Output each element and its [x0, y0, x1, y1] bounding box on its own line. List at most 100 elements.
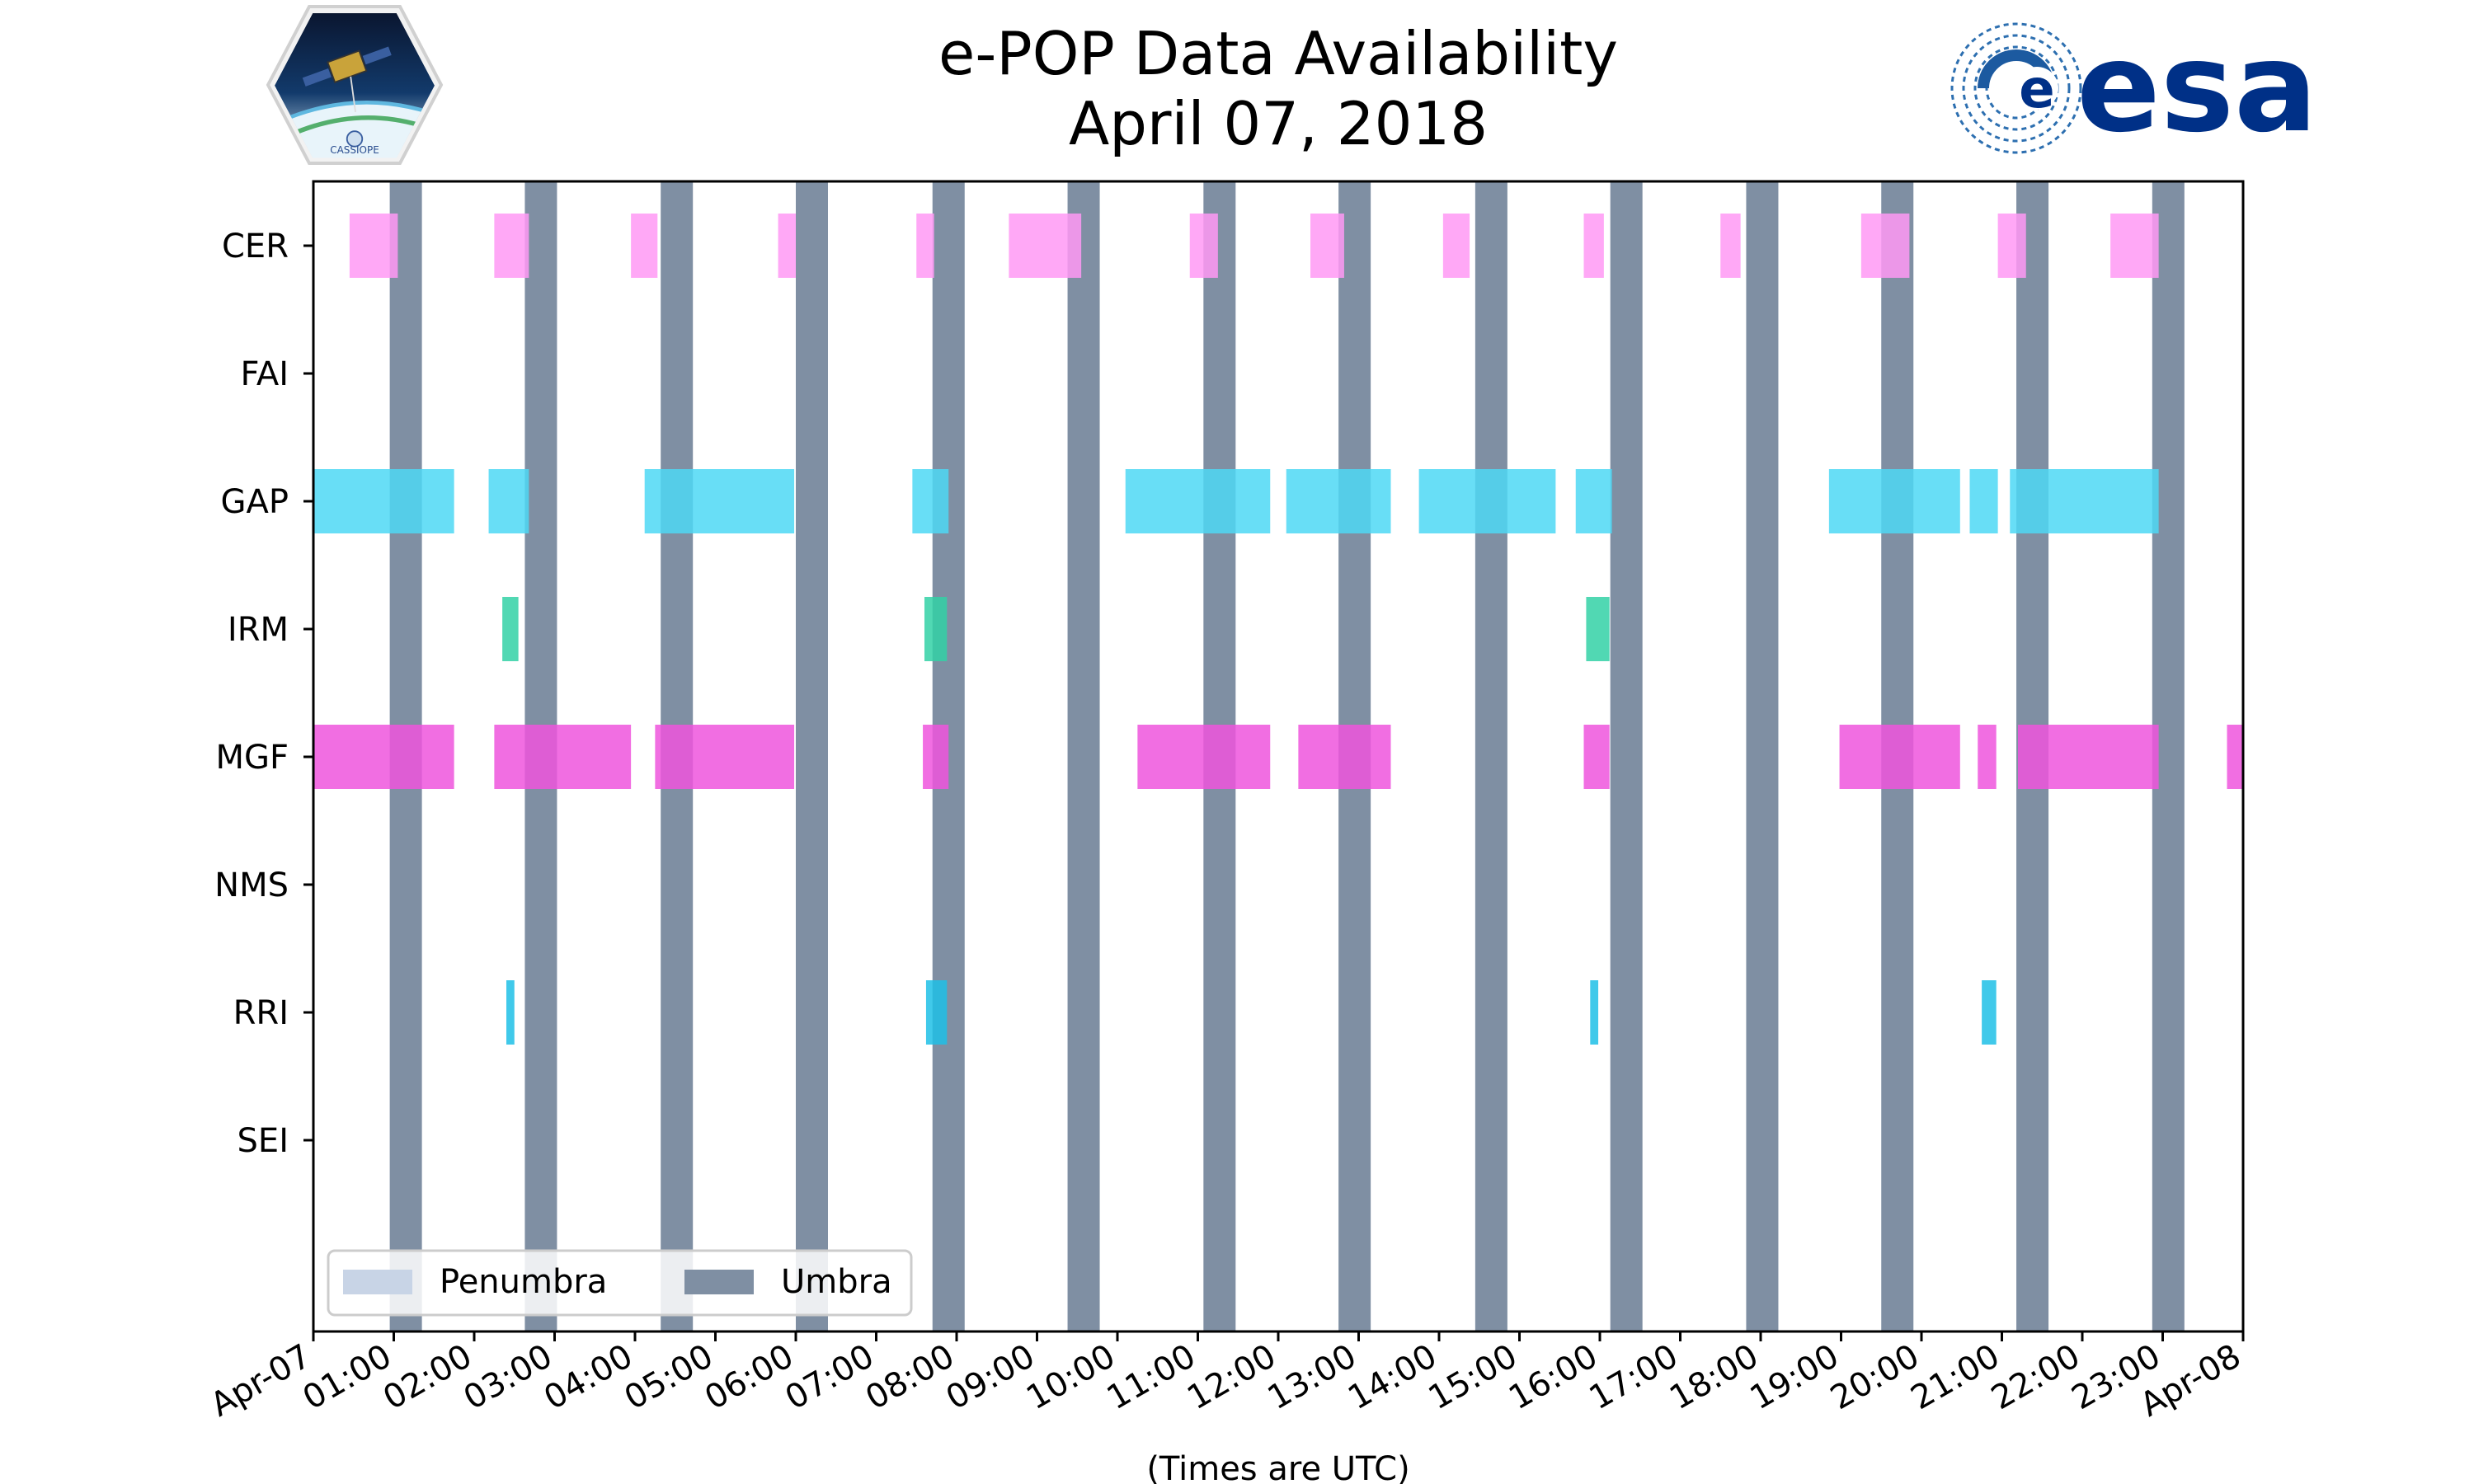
y-tick-label-mgf: MGF: [215, 739, 289, 777]
x-tick-label: 20:00: [1824, 1337, 1926, 1417]
bar-cer: [349, 214, 398, 278]
umbra-band: [1475, 181, 1507, 1331]
legend: Penumbra Umbra: [327, 1249, 913, 1317]
y-tick-label-fai: FAI: [241, 355, 289, 393]
bar-mgf: [313, 725, 454, 789]
bar-mgf: [1839, 725, 1960, 789]
bar-gap: [1286, 469, 1391, 533]
instrument-bars: [313, 214, 2243, 1045]
chart-subtitle: April 07, 2018: [1069, 89, 1488, 158]
bar-cer: [1583, 214, 1604, 278]
y-tick-label-nms: NMS: [214, 866, 289, 904]
svg-text:e: e: [2019, 59, 2054, 120]
x-tick-label: 04:00: [538, 1337, 639, 1417]
bar-rri: [925, 980, 948, 1045]
umbra-band: [1067, 181, 1100, 1331]
bar-cer: [2110, 214, 2159, 278]
bar-gap: [1575, 469, 1612, 533]
x-axis-label: (Times are UTC): [1146, 1450, 1409, 1484]
x-tick-label: 03:00: [458, 1337, 559, 1417]
bar-mgf: [494, 725, 632, 789]
x-tick-label: 10:00: [1020, 1337, 1122, 1417]
bar-gap: [1969, 469, 1998, 533]
bar-gap: [1125, 469, 1271, 533]
x-tick-label: 05:00: [618, 1337, 720, 1417]
bar-mgf: [923, 725, 949, 789]
bar-rri: [1590, 980, 1599, 1045]
bar-mgf: [1137, 725, 1271, 789]
bar-cer: [1442, 214, 1470, 278]
bar-cer: [1009, 214, 1082, 278]
bar-cer: [1720, 214, 1741, 278]
y-tick-label-cer: CER: [222, 228, 289, 265]
x-tick-label: 18:00: [1663, 1337, 1765, 1417]
y-axis: CER FAI GAP IRM MGF NMS RRI SEI: [214, 228, 313, 1160]
bar-mgf: [1978, 725, 1997, 789]
umbra-bands: [389, 181, 2185, 1331]
x-tick-label: 15:00: [1423, 1337, 1524, 1417]
bar-rri: [1982, 980, 1997, 1045]
bar-gap: [1418, 469, 1556, 533]
y-tick-label-gap: GAP: [221, 483, 289, 521]
bar-cer: [1997, 214, 2026, 278]
bar-gap: [488, 469, 529, 533]
bar-gap: [313, 469, 454, 533]
bar-mgf: [1298, 725, 1391, 789]
chart-title: e-POP Data Availability: [938, 19, 1618, 88]
x-tick-label: Apr-07: [205, 1337, 317, 1425]
x-tick-label: 08:00: [859, 1337, 961, 1417]
bar-cer: [1189, 214, 1218, 278]
bar-mgf: [2227, 725, 2243, 789]
bar-gap: [1828, 469, 1960, 533]
bar-irm: [924, 597, 948, 661]
umbra-band: [1746, 181, 1779, 1331]
bar-cer: [1860, 214, 1910, 278]
esa-logo: e esa: [1950, 16, 2317, 160]
x-tick-label: 02:00: [377, 1337, 478, 1417]
bar-gap: [912, 469, 949, 533]
x-tick-label: 17:00: [1583, 1337, 1685, 1417]
umbra-band: [1610, 181, 1643, 1331]
x-tick-label: 11:00: [1101, 1337, 1202, 1417]
bar-irm: [1586, 597, 1610, 661]
cassiope-logo-text: CASSIOPE: [330, 144, 379, 156]
bar-cer: [778, 214, 796, 278]
x-tick-label: 22:00: [1985, 1337, 2086, 1417]
legend-label-penumbra: Penumbra: [440, 1263, 607, 1301]
y-tick-label-irm: IRM: [228, 611, 289, 649]
bar-irm: [502, 597, 519, 661]
x-tick-label: 06:00: [698, 1337, 800, 1417]
bar-gap: [2010, 469, 2159, 533]
bar-cer: [494, 214, 529, 278]
bar-gap: [644, 469, 795, 533]
bar-cer: [631, 214, 658, 278]
umbra-band: [796, 181, 828, 1331]
bar-mgf: [655, 725, 795, 789]
x-tick-label: 14:00: [1342, 1337, 1443, 1417]
bar-rri: [506, 980, 515, 1045]
x-tick-label: 16:00: [1503, 1337, 1604, 1417]
y-tick-label-rri: RRI: [233, 994, 289, 1032]
x-tick-label: 07:00: [779, 1337, 881, 1417]
x-tick-label: 01:00: [297, 1337, 398, 1417]
y-tick-label-sei: SEI: [238, 1122, 289, 1160]
cassiope-logo: CASSIOPE: [266, 5, 444, 165]
x-axis: Apr-0701:0002:0003:0004:0005:0006:0007:0…: [205, 1331, 2247, 1425]
bar-cer: [916, 214, 934, 278]
legend-swatch-umbra: [684, 1270, 754, 1294]
legend-box: [327, 1249, 913, 1317]
legend-swatch-penumbra: [343, 1270, 412, 1294]
x-tick-label: 21:00: [1905, 1337, 2006, 1417]
x-tick-label: 19:00: [1744, 1337, 1846, 1417]
esa-swirl-icon: e: [1950, 22, 2082, 154]
bar-cer: [1310, 214, 1344, 278]
x-tick-label: 13:00: [1262, 1337, 1363, 1417]
esa-logo-text: esa: [2077, 16, 2317, 160]
bar-mgf: [2018, 725, 2159, 789]
x-tick-label: 12:00: [1181, 1337, 1282, 1417]
bar-mgf: [1583, 725, 1610, 789]
x-tick-label: 09:00: [940, 1337, 1042, 1417]
legend-label-umbra: Umbra: [781, 1263, 892, 1301]
